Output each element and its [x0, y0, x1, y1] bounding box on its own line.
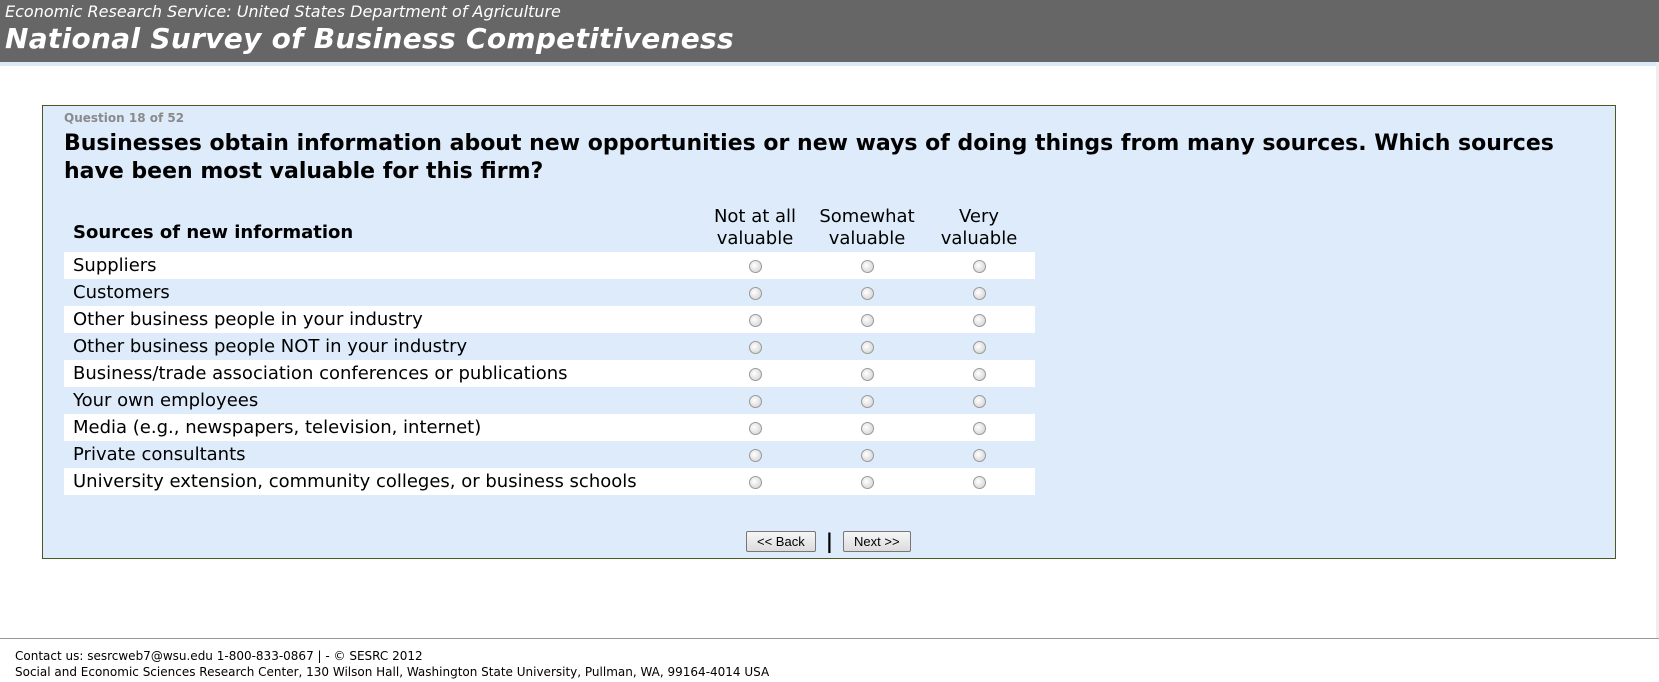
table-row: Media (e.g., newspapers, television, int… — [64, 414, 1035, 441]
radio-cell — [811, 333, 923, 360]
radio-very-valuable[interactable] — [972, 421, 986, 435]
radio-very-valuable[interactable] — [972, 340, 986, 354]
radio-somewhat-valuable[interactable] — [860, 259, 874, 273]
radio-somewhat-valuable[interactable] — [860, 421, 874, 435]
question-text: Businesses obtain information about new … — [64, 131, 1554, 184]
radio-somewhat-valuable[interactable] — [860, 367, 874, 381]
radio-cell — [699, 252, 811, 279]
radio-very-valuable[interactable] — [972, 475, 986, 489]
table-row: Customers — [64, 279, 1035, 306]
header-strip — [0, 62, 1659, 66]
radio-cell — [811, 360, 923, 387]
radio-cell — [923, 252, 1035, 279]
radio-somewhat-valuable[interactable] — [860, 313, 874, 327]
question-grid: Sources of new information Not at all val… — [64, 206, 1035, 495]
table-row: Other business people NOT in your indust… — [64, 333, 1035, 360]
table-row: Suppliers — [64, 252, 1035, 279]
radio-cell — [811, 468, 923, 495]
radio-not-at-all-valuable[interactable] — [748, 421, 762, 435]
table-row: University extension, community colleges… — [64, 468, 1035, 495]
radio-cell — [699, 468, 811, 495]
radio-not-at-all-valuable[interactable] — [748, 286, 762, 300]
radio-cell — [811, 387, 923, 414]
radio-somewhat-valuable[interactable] — [860, 394, 874, 408]
radio-somewhat-valuable[interactable] — [860, 286, 874, 300]
radio-cell — [811, 414, 923, 441]
table-row: Business/trade association conferences o… — [64, 360, 1035, 387]
radio-cell — [811, 306, 923, 333]
question-number: Question 18 of 52 — [64, 111, 185, 125]
radio-not-at-all-valuable[interactable] — [748, 367, 762, 381]
radio-very-valuable[interactable] — [972, 286, 986, 300]
radio-cell — [699, 441, 811, 468]
row-header: Sources of new information — [73, 222, 354, 243]
table-row: Your own employees — [64, 387, 1035, 414]
row-label: Other business people in your industry — [64, 306, 699, 333]
radio-somewhat-valuable[interactable] — [860, 475, 874, 489]
radio-cell — [811, 441, 923, 468]
radio-cell — [699, 387, 811, 414]
footer-address: Social and Economic Sciences Research Ce… — [15, 665, 770, 679]
radio-cell — [923, 387, 1035, 414]
radio-cell — [923, 306, 1035, 333]
nav-separator: | — [825, 529, 834, 553]
column-header-somewhat: Somewhat valuable — [819, 206, 915, 249]
radio-very-valuable[interactable] — [972, 448, 986, 462]
radio-very-valuable[interactable] — [972, 313, 986, 327]
row-label: Business/trade association conferences o… — [64, 360, 699, 387]
radio-not-at-all-valuable[interactable] — [748, 259, 762, 273]
radio-cell — [923, 468, 1035, 495]
question-panel: Question 18 of 52 Businesses obtain info… — [42, 105, 1616, 559]
row-label: Customers — [64, 279, 699, 306]
table-row: Private consultants — [64, 441, 1035, 468]
radio-cell — [699, 414, 811, 441]
radio-cell — [699, 333, 811, 360]
radio-cell — [923, 360, 1035, 387]
header-title: National Survey of Business Competitiven… — [5, 22, 734, 55]
footer-contact: Contact us: sesrcweb7@wsu.edu 1-800-833-… — [15, 649, 423, 663]
radio-cell — [811, 279, 923, 306]
radio-not-at-all-valuable[interactable] — [748, 394, 762, 408]
radio-cell — [811, 252, 923, 279]
navigation: << Back | Next >> — [746, 529, 911, 553]
back-button[interactable]: << Back — [746, 530, 816, 552]
radio-cell — [923, 441, 1035, 468]
row-label: Suppliers — [64, 252, 699, 279]
radio-not-at-all-valuable[interactable] — [748, 475, 762, 489]
radio-not-at-all-valuable[interactable] — [748, 340, 762, 354]
row-label: Media (e.g., newspapers, television, int… — [64, 414, 699, 441]
radio-cell — [923, 414, 1035, 441]
next-button[interactable]: Next >> — [843, 530, 911, 552]
radio-somewhat-valuable[interactable] — [860, 340, 874, 354]
table-row: Other business people in your industry — [64, 306, 1035, 333]
radio-not-at-all-valuable[interactable] — [748, 448, 762, 462]
radio-cell — [923, 279, 1035, 306]
radio-cell — [699, 360, 811, 387]
row-label: Other business people NOT in your indust… — [64, 333, 699, 360]
header-subtitle: Economic Research Service: United States… — [5, 2, 561, 21]
row-label: Private consultants — [64, 441, 699, 468]
footer-divider — [0, 638, 1659, 639]
radio-very-valuable[interactable] — [972, 394, 986, 408]
radio-not-at-all-valuable[interactable] — [748, 313, 762, 327]
site-header: Economic Research Service: United States… — [0, 0, 1659, 62]
radio-somewhat-valuable[interactable] — [860, 448, 874, 462]
radio-very-valuable[interactable] — [972, 367, 986, 381]
radio-cell — [699, 279, 811, 306]
column-header-not-at-all: Not at all valuable — [713, 206, 797, 249]
row-label: University extension, community colleges… — [64, 468, 699, 495]
radio-cell — [699, 306, 811, 333]
column-header-very: Very valuable — [940, 206, 1018, 249]
radio-cell — [923, 333, 1035, 360]
scrollbar[interactable] — [1656, 62, 1659, 638]
radio-very-valuable[interactable] — [972, 259, 986, 273]
footer: Contact us: sesrcweb7@wsu.edu 1-800-833-… — [15, 648, 769, 680]
row-label: Your own employees — [64, 387, 699, 414]
